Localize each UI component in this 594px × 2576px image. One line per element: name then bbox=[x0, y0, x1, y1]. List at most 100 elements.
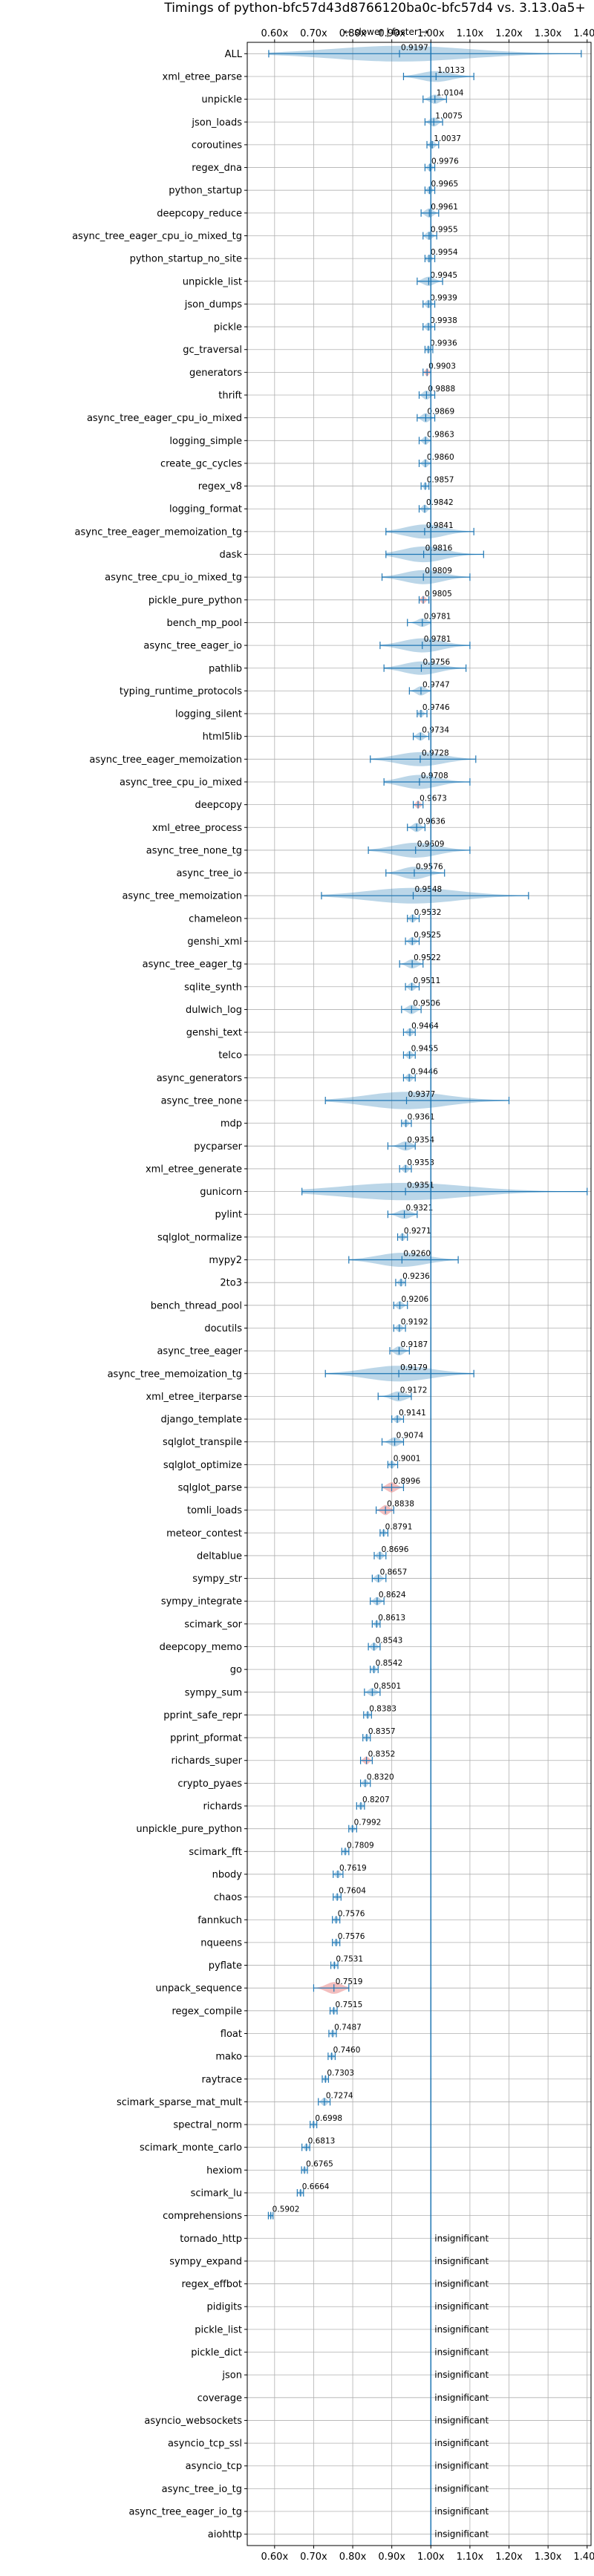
benchmark-label: unpickle_list bbox=[183, 276, 242, 287]
value-label: 0.9869 bbox=[427, 408, 454, 417]
insignificant-label: insignificant bbox=[434, 2233, 489, 2243]
benchmark-label: async_tree_eager_cpu_io_mixed bbox=[87, 413, 242, 424]
benchmark-label: logging_silent bbox=[175, 709, 242, 720]
value-label: 0.9636 bbox=[418, 817, 446, 826]
benchmark-label: regex_effbot bbox=[181, 2279, 242, 2290]
benchmark-label: richards bbox=[203, 1801, 243, 1813]
benchmark-label: deltablue bbox=[197, 1551, 242, 1562]
value-label: 0.9903 bbox=[428, 362, 456, 371]
x-tick-label-bottom: 0.90x bbox=[378, 2551, 405, 2563]
benchmark-label: scimark_fft bbox=[189, 1847, 242, 1858]
value-label: 0.9842 bbox=[426, 498, 454, 507]
value-label: 0.8657 bbox=[380, 1568, 408, 1577]
value-label: 0.9976 bbox=[431, 157, 459, 166]
value-label: 0.9961 bbox=[431, 203, 458, 212]
insignificant-label: insignificant bbox=[434, 2415, 489, 2425]
benchmark-label: django_template bbox=[161, 1415, 242, 1426]
value-label: 0.9525 bbox=[414, 930, 441, 939]
benchmark-label: create_gc_cycles bbox=[160, 458, 242, 469]
benchmark-label: pprint_pformat bbox=[170, 1733, 242, 1744]
benchmark-label: unpickle_pure_python bbox=[136, 1824, 242, 1835]
value-label: 0.9857 bbox=[427, 476, 454, 485]
benchmark-label: spectral_norm bbox=[173, 2120, 242, 2131]
benchmark-label: async_tree_eager_memoization_tg bbox=[75, 526, 242, 538]
insignificant-label: insignificant bbox=[434, 2506, 489, 2517]
x-tick-label-top: 1.10x bbox=[457, 28, 484, 39]
x-tick-label-top: 0.80x bbox=[339, 28, 367, 39]
value-label: 0.9781 bbox=[424, 635, 451, 644]
benchmark-label: unpack_sequence bbox=[155, 1983, 242, 1995]
benchmark-label: async_tree_eager_memoization bbox=[89, 754, 242, 766]
benchmark-label: regex_compile bbox=[172, 2006, 242, 2017]
benchmark-label: genshi_text bbox=[186, 1028, 242, 1039]
value-label: 0.8838 bbox=[387, 1500, 414, 1509]
value-label: 0.6765 bbox=[306, 2159, 333, 2168]
benchmark-label: float bbox=[221, 2029, 242, 2040]
value-label: 0.9236 bbox=[402, 1272, 430, 1281]
value-label: 0.9936 bbox=[430, 339, 457, 348]
value-label: 0.8624 bbox=[379, 1591, 406, 1600]
chart-title: Timings of python-bfc57d43d8766120ba0c-b… bbox=[163, 1, 585, 16]
benchmark-label: async_tree_eager_tg bbox=[143, 959, 242, 971]
benchmark-label: json bbox=[221, 2370, 242, 2381]
insignificant-label: insignificant bbox=[434, 2347, 489, 2358]
benchmark-label: fannkuch bbox=[198, 1915, 242, 1926]
benchmark-label: sympy_integrate bbox=[161, 1597, 242, 1608]
insignificant-label: insignificant bbox=[434, 2279, 489, 2289]
plot-frame bbox=[247, 42, 592, 2546]
value-label: 0.8352 bbox=[368, 1750, 396, 1759]
value-label: 0.9260 bbox=[403, 1250, 431, 1259]
direction-label: ← slower | faster → bbox=[344, 27, 428, 37]
x-tick-label-bottom: 1.00x bbox=[417, 2551, 445, 2563]
value-label: 0.9506 bbox=[413, 999, 440, 1008]
insignificant-label: insignificant bbox=[434, 2461, 489, 2471]
benchmark-label: python_startup bbox=[169, 186, 242, 197]
benchmark-label: meteor_contest bbox=[166, 1528, 242, 1539]
benchmark-label: sqlglot_transpile bbox=[163, 1437, 242, 1448]
benchmark-label: async_tree_cpu_io_mixed_tg bbox=[105, 573, 242, 584]
benchmark-label: async_tree_eager_io bbox=[143, 641, 242, 652]
value-label: 0.8613 bbox=[378, 1614, 405, 1623]
value-label: 0.9361 bbox=[408, 1113, 435, 1122]
value-label: 0.8357 bbox=[368, 1727, 396, 1736]
benchmark-label: async_tree_cpu_io_mixed bbox=[120, 777, 242, 788]
value-label: 0.8383 bbox=[369, 1704, 396, 1713]
value-label: 0.9708 bbox=[421, 772, 448, 780]
value-label: 0.9464 bbox=[411, 1022, 439, 1031]
benchmark-label: xml_etree_iterparse bbox=[146, 1392, 242, 1403]
benchmark-label: pickle bbox=[214, 322, 242, 333]
benchmark-label: xml_etree_process bbox=[152, 823, 242, 834]
benchmark-label: chameleon bbox=[189, 913, 242, 925]
value-label: 0.9938 bbox=[430, 316, 457, 325]
benchmark-label: ALL bbox=[225, 49, 243, 60]
benchmark-label: asyncio_tcp_ssl bbox=[168, 2439, 242, 2450]
benchmark-label: hexiom bbox=[206, 2165, 242, 2176]
value-label: 0.9511 bbox=[414, 976, 441, 985]
value-label: 0.9728 bbox=[422, 749, 449, 757]
value-label: 1.0075 bbox=[435, 111, 463, 120]
benchmark-label: mako bbox=[215, 2052, 242, 2063]
benchmark-label: async_tree_eager_cpu_io_mixed_tg bbox=[72, 231, 242, 242]
value-label: 1.0133 bbox=[437, 66, 465, 75]
benchmark-label: sqlglot_optimize bbox=[163, 1460, 242, 1471]
benchmark-label: sqlglot_normalize bbox=[157, 1232, 242, 1243]
benchmark-label: telco bbox=[218, 1050, 242, 1061]
benchmark-label: mypy2 bbox=[209, 1255, 242, 1266]
x-tick-label-bottom: 1.30x bbox=[535, 2551, 562, 2563]
benchmark-label: 2to3 bbox=[220, 1278, 242, 1289]
benchmark-label: gunicorn bbox=[200, 1187, 242, 1198]
value-label: 0.7274 bbox=[326, 2091, 353, 2100]
value-label: 0.9179 bbox=[400, 1363, 428, 1372]
benchmark-label: comprehensions bbox=[163, 2211, 242, 2222]
value-label: 0.8542 bbox=[376, 1659, 403, 1668]
value-label: 0.8207 bbox=[362, 1796, 390, 1804]
value-label: 0.9354 bbox=[407, 1135, 434, 1144]
benchmark-label: async_tree_eager bbox=[157, 1346, 242, 1357]
value-label: 0.8791 bbox=[385, 1522, 413, 1531]
value-label: 0.9187 bbox=[401, 1340, 428, 1349]
x-tick-label-bottom: 1.20x bbox=[495, 2551, 523, 2563]
benchmark-label: async_tree_io_tg bbox=[162, 2484, 242, 2495]
value-label: 0.7604 bbox=[339, 1887, 366, 1896]
x-tick-label-bottom: 0.80x bbox=[339, 2551, 367, 2563]
benchmark-label: pylint bbox=[215, 1210, 242, 1221]
